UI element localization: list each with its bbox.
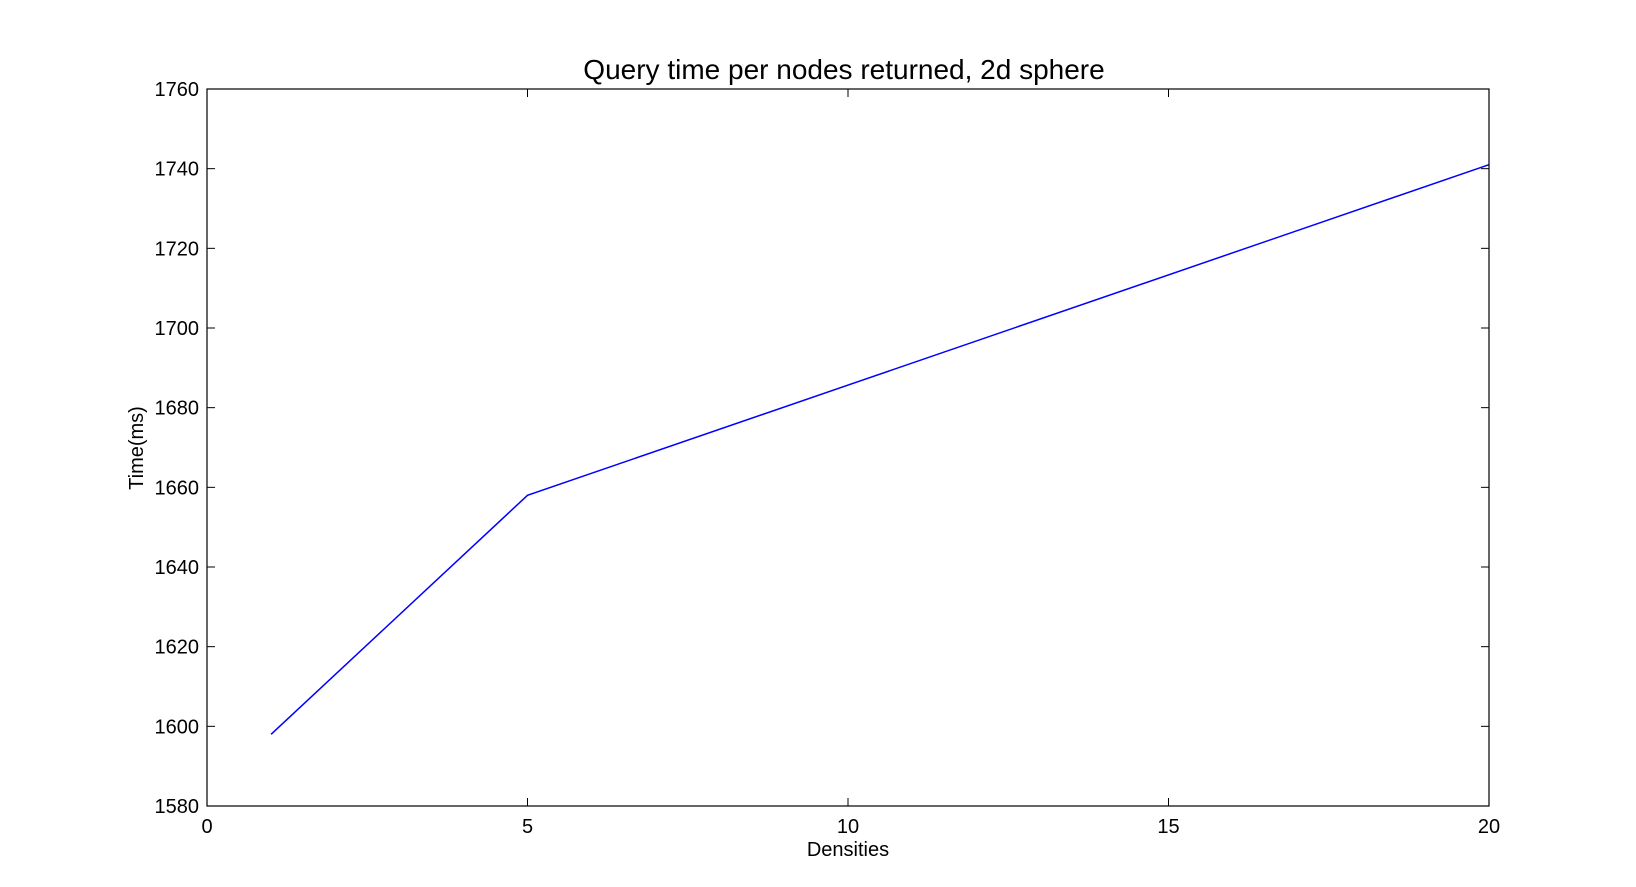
y-tick-label: 1660 xyxy=(155,477,200,499)
y-tick-label: 1760 xyxy=(155,79,200,101)
y-tick-label: 1600 xyxy=(155,716,200,738)
x-tick-label: 0 xyxy=(201,816,212,838)
y-tick-label: 1740 xyxy=(155,159,200,181)
y-tick-label: 1620 xyxy=(155,637,200,659)
y-tick-label: 1680 xyxy=(155,398,200,420)
x-tick-label: 5 xyxy=(522,816,533,838)
y-tick-label: 1580 xyxy=(155,796,200,818)
x-tick-label: 20 xyxy=(1478,816,1500,838)
series-line-0 xyxy=(270,163,1490,735)
plot-frame xyxy=(206,88,1490,807)
y-tick-label: 1700 xyxy=(155,318,200,340)
y-tick-label: 1640 xyxy=(155,557,200,579)
x-tick-label: 15 xyxy=(1157,816,1179,838)
y-axis-ticks: 1580 1600 1620 1640 1660 1680 1700 1720 1740 1760 xyxy=(155,79,1489,818)
y-tick-label: 1720 xyxy=(155,238,200,260)
series-layer xyxy=(270,163,1490,735)
x-tick-label: 10 xyxy=(837,816,859,838)
y-axis-title: Time(ms) xyxy=(126,406,148,490)
chart-title: Query time per nodes returned, 2d sphere xyxy=(583,54,1104,85)
x-axis-title: Densities xyxy=(807,839,889,861)
